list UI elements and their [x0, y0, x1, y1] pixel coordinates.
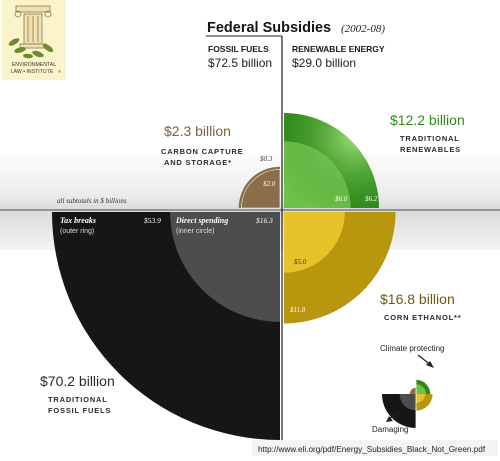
inset-mini-chart [382, 372, 433, 428]
corn-label: CORN ETHANOL** [384, 313, 461, 322]
tax-breaks-label: Tax breaks [60, 216, 96, 225]
inset-bottom-label: Damaging [372, 425, 408, 434]
ccs-total: $2.3 billion [164, 123, 231, 139]
ren-tax-value: $6.2 [365, 195, 378, 203]
quadrant-rings [52, 113, 396, 440]
corn-tax-value: $11.8 [290, 306, 306, 314]
renewables-label-line2: RENEWABLES [400, 145, 461, 154]
renewables-total: $12.2 billion [390, 112, 465, 128]
inset-top-label: Climate protecting [380, 344, 444, 353]
chart-years: (2002-08) [341, 23, 385, 35]
corn-total: $16.8 billion [380, 291, 455, 307]
corn-direct-value: $5.0 [294, 258, 307, 266]
fossil-direct-spending-core [170, 212, 280, 322]
inset-arrowhead-down [386, 416, 393, 422]
logo-text-line2: LAW • INSTITUTE [11, 69, 54, 75]
column-icon [14, 5, 52, 49]
inset-corn-core [416, 394, 426, 404]
source-link[interactable]: http://www.eli.org/pdf/Energy_Subsidies_… [258, 445, 486, 454]
ff-direct-value: $16.3 [256, 216, 273, 225]
inner-circle-label: (inner circle) [176, 228, 215, 235]
logo-text-line1: ENVIRONMENTAL [12, 62, 56, 68]
fossil-fuels-label-line1: TRADITIONAL [48, 395, 108, 404]
renewable-total: $29.0 billion [292, 56, 356, 70]
inset-renew-core [416, 384, 426, 394]
ccs-label-line2: AND STORAGE* [164, 158, 232, 167]
source-background [252, 440, 498, 456]
fossil-fuels-total: $70.2 billion [40, 373, 115, 389]
renew-highlight [284, 113, 379, 208]
leaf-icon [8, 38, 54, 59]
subtotal-note: all subtotals in $ billions [57, 197, 127, 205]
inset-fossil-core [399, 394, 416, 411]
logo-registered-mark: ® [58, 69, 61, 74]
inset-arrowhead-up [426, 361, 434, 368]
inset-ccs-core [410, 388, 416, 394]
chart-title: Federal Subsidies [207, 20, 331, 36]
eli-logo[interactable]: ENVIRONMENTAL LAW • INSTITUTE ® [2, 0, 66, 80]
fossil-total: $72.5 billion [208, 56, 272, 70]
ff-tax-value: $53.9 [144, 216, 161, 225]
fossil-heading: FOSSIL FUELS [208, 44, 269, 54]
fossil-fuels-label-line2: FOSSIL FUELS [48, 406, 111, 415]
outer-ring-label: (outer ring) [60, 228, 94, 235]
ccs-tax-value: $0.3 [260, 155, 273, 163]
ccs-direct-spending-core [241, 169, 281, 209]
ccs-direct-value: $2.0 [263, 180, 276, 188]
ren-direct-value: $6.0 [335, 195, 348, 203]
renewables-label-line1: TRADITIONAL [400, 134, 460, 143]
renewable-heading: RENEWABLE ENERGY [292, 44, 385, 54]
corn-direct-spending-core [284, 212, 345, 273]
ccs-label-line1: CARBON CAPTURE [161, 147, 243, 156]
direct-spending-label: Direct spending [175, 216, 228, 225]
